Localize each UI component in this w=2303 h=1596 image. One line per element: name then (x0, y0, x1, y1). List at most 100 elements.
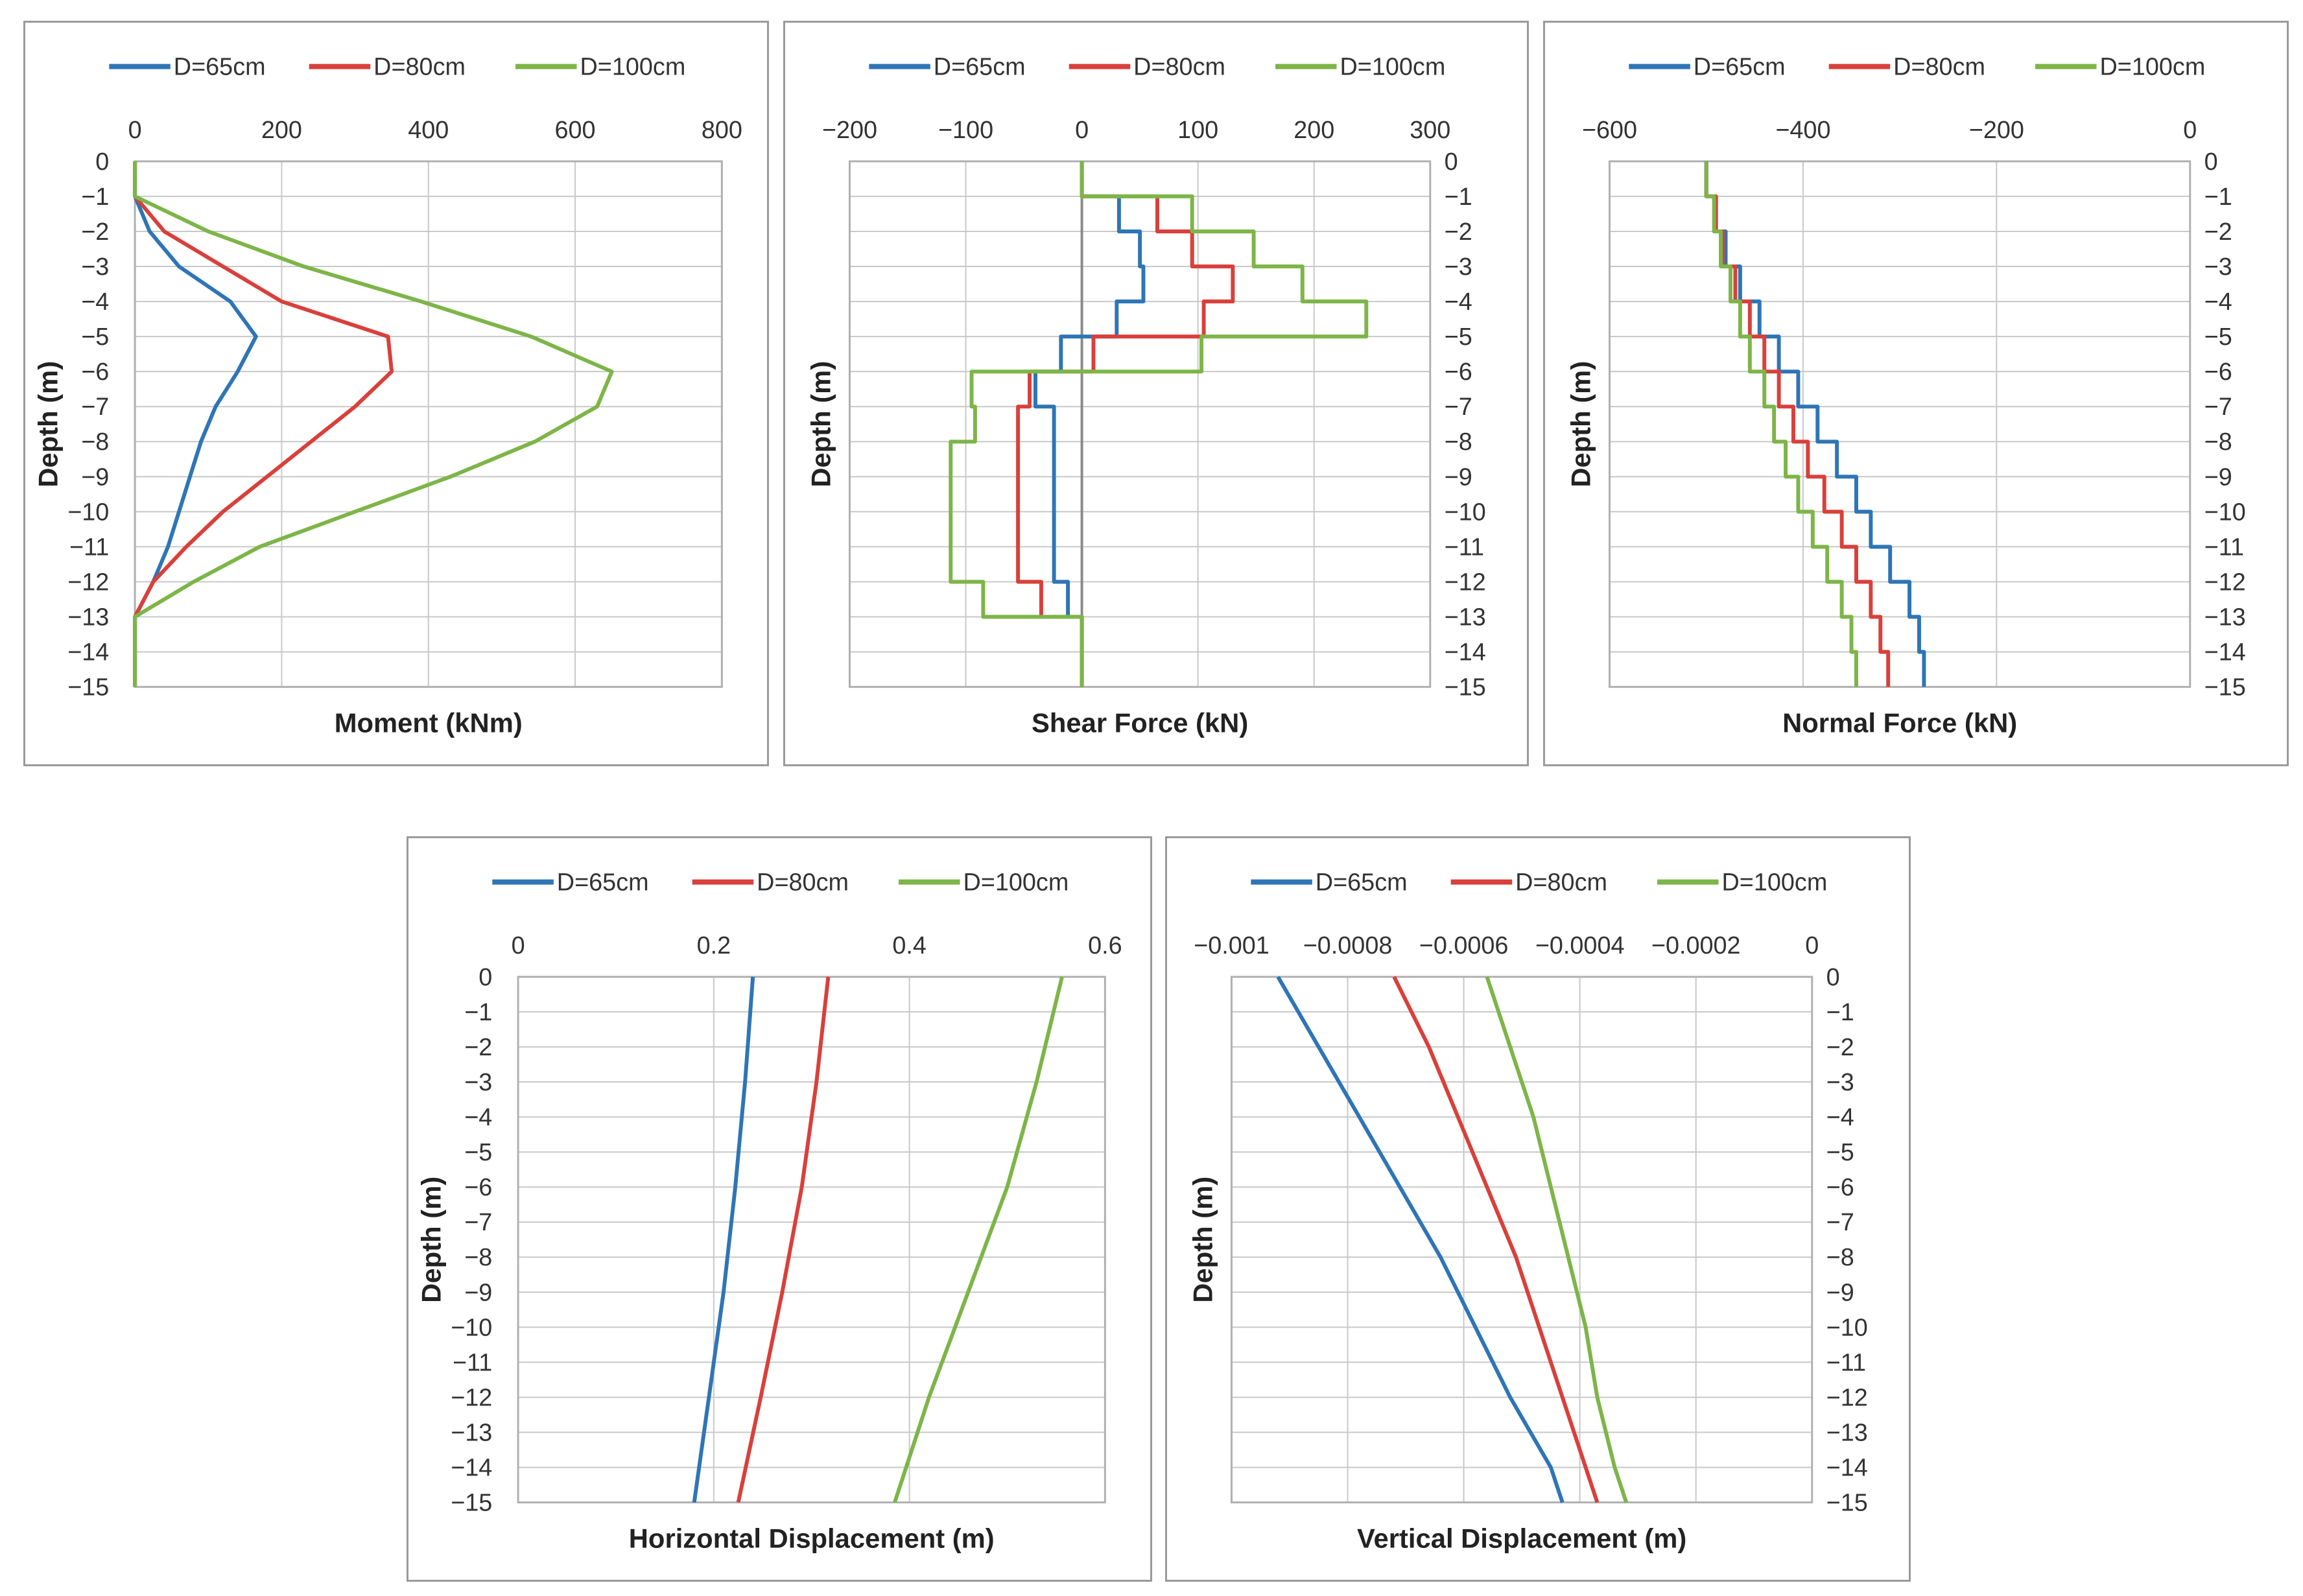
y-tick-label: −3 (81, 253, 109, 281)
legend: D=65cm D=80cm D=100cm (869, 54, 1445, 81)
y-tick-label: −13 (2204, 604, 2246, 631)
x-axis-title: Horizontal Displacement (m) (629, 1523, 995, 1553)
y-tick-label: −5 (81, 323, 109, 351)
legend-label: D=100cm (580, 54, 686, 81)
x-tick-label: 0 (1075, 117, 1089, 144)
x-tick-label: 0.2 (697, 932, 731, 959)
y-tick-label: −5 (1826, 1139, 1854, 1166)
chart-vertical-displacement: −0.001 −0.0008 −0.0006 −0.0004 −0.0002 00 −1 −2… (1188, 869, 1868, 1554)
panel-moment: 0 200 400 600 800 0 −1 −2 −3 −4 −5 −6 −7 −8 −9 −10 −11 −1… (23, 21, 769, 766)
y-tick-label: 0 (1826, 964, 1840, 991)
x-tick-label: 0.4 (892, 932, 927, 959)
legend-label: D=65cm (174, 54, 266, 81)
x-tick-label: −0.0002 (1651, 932, 1741, 959)
x-tick-label: 0 (128, 117, 142, 144)
y-tick-label: −7 (81, 393, 109, 421)
grid (1609, 160, 2191, 688)
y-tick-label: −7 (1826, 1209, 1854, 1236)
y-tick-label: −8 (2204, 428, 2232, 456)
y-tick-label: −8 (81, 428, 109, 456)
plot-frame (1608, 160, 2191, 688)
y-tick-label: −9 (2204, 464, 2232, 491)
y-tick-label: −13 (451, 1419, 492, 1446)
x-axis-title: Shear Force (kN) (1032, 707, 1248, 738)
y-tick-label: −12 (1445, 569, 1486, 596)
y-tick-label: −9 (464, 1279, 492, 1306)
y-tick-label: −10 (1826, 1314, 1868, 1341)
y-tick-label: 0 (478, 964, 492, 991)
legend-label: D=65cm (1316, 869, 1408, 897)
legend-label: D=100cm (1722, 869, 1828, 897)
x-tick-label: −100 (938, 117, 993, 144)
y-tick-label: −10 (1445, 499, 1486, 526)
y-tick-label: −11 (2204, 534, 2244, 561)
legend-label: D=100cm (1340, 54, 1446, 81)
series-line-d-65cm (1704, 161, 1926, 687)
panel-vertical-displacement: −0.001 −0.0008 −0.0006 −0.0004 −0.0002 0 0 −1 −2… (1165, 836, 1911, 1582)
series-line-d-100cm (949, 161, 1369, 687)
x-axis-title: Moment (kNm) (335, 707, 523, 738)
y-tick-label: −7 (464, 1209, 492, 1236)
legend-label: D=65cm (934, 54, 1026, 81)
y-tick-label: −14 (1445, 639, 1486, 666)
y-tick-label: −13 (1826, 1419, 1868, 1446)
plot-frame (134, 160, 723, 688)
y-axis-title: Depth (m) (33, 361, 64, 487)
legend-label: D=100cm (2100, 54, 2206, 81)
y-tick-label: −14 (1826, 1455, 1868, 1482)
series-line-d-80cm (736, 976, 831, 1503)
y-tick-label: −11 (69, 534, 109, 561)
legend-label: D=80cm (1133, 54, 1225, 81)
y-tick-label: −7 (1445, 393, 1472, 421)
x-tick-label: −0.0004 (1535, 932, 1625, 959)
legend-label: D=65cm (1694, 54, 1786, 81)
x-tick-label: 300 (1410, 117, 1450, 144)
y-tick-label: −3 (1826, 1069, 1854, 1096)
series-line-d-80cm (1016, 161, 1235, 687)
y-tick-label: −6 (2204, 358, 2232, 386)
y-tick-label: −4 (464, 1104, 492, 1131)
chart-shear-force: −200 −100 0 100 200 300 0 −1 −2 −3 −4 −5 −6 −7 −8 −9 −10… (806, 54, 1486, 738)
y-tick-label: −3 (464, 1069, 492, 1096)
legend-label: D=80cm (1893, 54, 1985, 81)
x-tick-label: −0.0008 (1303, 932, 1393, 959)
y-tick-label: −5 (2204, 323, 2232, 351)
chart-moment: 0 200 400 600 800 0 −1 −2 −3 −4 −5 −6 −7 −8 −9 −10 −11 −1… (33, 54, 742, 738)
y-tick-label: −2 (1826, 1034, 1854, 1061)
legend-label: D=100cm (963, 869, 1069, 897)
x-tick-label: 0 (1805, 932, 1819, 959)
panel-normal-force: −600 −400 −200 0 0 −1 −2 −3 −4 −5 −6 −7 −8 −9 −10 −11 −1… (1543, 21, 2289, 766)
legend: D=65cm D=80cm D=100cm (109, 54, 685, 81)
x-tick-label: 600 (555, 117, 596, 144)
plot-frame (848, 160, 1432, 688)
legend-label: D=80cm (757, 869, 849, 897)
y-tick-label: −3 (1445, 253, 1472, 281)
plot-frame (517, 976, 1106, 1504)
y-axis-title: Depth (m) (416, 1177, 447, 1303)
x-tick-label: −400 (1775, 117, 1830, 144)
y-axis-title: Depth (m) (806, 361, 836, 487)
grid (1231, 976, 1813, 1503)
x-tick-label: −200 (822, 117, 877, 144)
plot-frame (1230, 976, 1813, 1504)
y-tick-label: −15 (451, 1490, 492, 1517)
x-tick-label: −600 (1582, 117, 1637, 144)
y-tick-label: 0 (1445, 148, 1458, 176)
legend-label: D=65cm (557, 869, 649, 897)
x-axis-title: Normal Force (kN) (1782, 707, 2017, 738)
y-tick-label: −3 (2204, 253, 2232, 281)
y-tick-label: −8 (464, 1244, 492, 1271)
y-tick-label: −8 (1445, 428, 1472, 456)
y-tick-label: −8 (1826, 1244, 1854, 1271)
y-tick-label: −4 (1445, 288, 1472, 316)
series-line-d-100cm (893, 976, 1064, 1503)
y-tick-label: −10 (2204, 499, 2246, 526)
x-tick-label: 400 (408, 117, 449, 144)
series-line-d-80cm (1392, 976, 1600, 1503)
panel-shear-force: −200 −100 0 100 200 300 0 −1 −2 −3 −4 −5 −6 −7 −8 −9 −10… (783, 21, 1529, 766)
x-tick-label: −0.001 (1194, 932, 1270, 959)
y-tick-label: −4 (1826, 1104, 1854, 1131)
y-tick-label: −2 (2204, 218, 2232, 246)
y-axis-title: Depth (m) (1566, 361, 1596, 487)
y-tick-label: −6 (1445, 358, 1472, 386)
